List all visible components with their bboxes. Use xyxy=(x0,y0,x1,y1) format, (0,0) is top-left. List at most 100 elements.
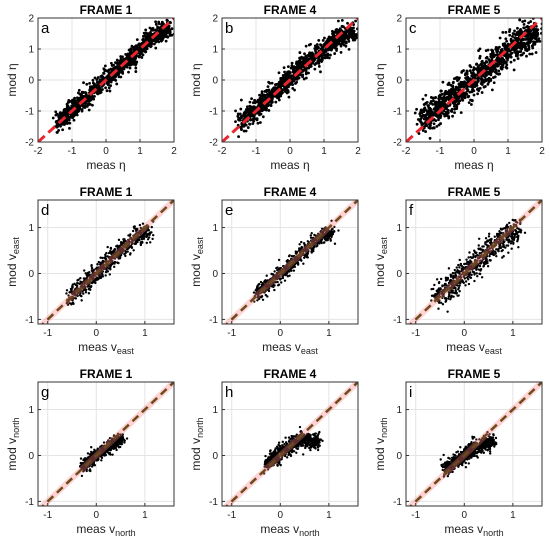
data-point xyxy=(77,88,81,92)
data-point xyxy=(251,122,255,125)
data-point xyxy=(285,73,289,77)
data-point xyxy=(486,82,490,86)
data-point xyxy=(99,256,102,259)
data-point xyxy=(518,46,522,50)
data-point xyxy=(326,38,330,42)
data-point xyxy=(89,281,92,284)
data-point xyxy=(521,20,525,24)
data-point xyxy=(73,104,77,107)
data-point xyxy=(327,56,331,60)
data-point xyxy=(281,274,284,278)
data-point xyxy=(513,50,517,54)
data-point xyxy=(294,82,297,85)
data-point xyxy=(487,70,490,74)
data-point xyxy=(298,51,302,54)
data-point xyxy=(469,98,472,102)
data-point xyxy=(130,47,133,51)
data-point xyxy=(464,284,467,287)
data-point xyxy=(286,90,290,94)
data-point xyxy=(239,98,243,102)
data-point xyxy=(491,49,495,53)
data-point xyxy=(487,79,491,82)
data-point xyxy=(480,91,484,94)
data-point xyxy=(315,43,319,46)
data-point xyxy=(284,76,288,80)
data-point xyxy=(76,279,79,282)
data-point xyxy=(457,96,461,100)
x-tick-label: -1 xyxy=(227,328,236,339)
data-point xyxy=(170,27,174,31)
data-point xyxy=(122,238,125,241)
data-point xyxy=(522,26,526,30)
data-point xyxy=(443,97,447,101)
data-point xyxy=(419,114,422,118)
data-point xyxy=(310,251,313,254)
data-point xyxy=(474,67,478,71)
y-axis-label: mod η xyxy=(189,63,203,96)
data-point xyxy=(121,241,125,244)
data-point xyxy=(152,42,156,46)
data-point xyxy=(101,76,104,79)
data-point xyxy=(96,90,100,94)
data-point xyxy=(306,252,309,256)
data-point xyxy=(353,38,357,42)
data-point xyxy=(95,78,99,82)
data-point xyxy=(277,86,281,89)
data-point xyxy=(99,261,102,265)
data-point xyxy=(306,240,310,243)
data-point xyxy=(103,64,107,68)
data-point xyxy=(107,86,111,90)
data-point xyxy=(320,45,324,49)
data-point xyxy=(333,242,337,245)
data-point xyxy=(79,276,82,280)
data-point xyxy=(169,21,172,25)
data-point xyxy=(266,280,269,284)
data-point xyxy=(420,111,424,115)
data-point xyxy=(424,130,427,133)
data-point xyxy=(149,31,152,34)
data-point xyxy=(61,128,65,132)
data-point xyxy=(455,87,458,91)
data-point xyxy=(277,258,281,262)
data-point xyxy=(287,268,290,271)
panel-letter: a xyxy=(41,20,50,37)
data-point xyxy=(426,104,430,107)
data-point xyxy=(478,47,482,51)
data-point xyxy=(65,289,69,292)
data-point xyxy=(168,32,172,35)
data-point xyxy=(475,73,478,77)
data-point xyxy=(292,269,296,272)
y-tick-label: 0 xyxy=(212,76,218,87)
data-point xyxy=(144,31,148,35)
data-point xyxy=(237,112,240,116)
data-point xyxy=(84,291,88,294)
data-point xyxy=(139,243,143,247)
data-point xyxy=(351,36,354,40)
x-axis-label: meas η xyxy=(86,158,125,172)
data-point xyxy=(523,44,527,48)
data-point xyxy=(475,82,479,86)
data-point xyxy=(303,249,306,252)
data-point xyxy=(154,46,158,50)
data-point xyxy=(144,28,148,32)
data-point xyxy=(522,22,526,26)
data-point xyxy=(261,107,265,110)
data-point xyxy=(441,296,444,300)
data-point xyxy=(307,71,310,75)
data-point xyxy=(343,31,347,35)
data-point xyxy=(301,65,305,68)
data-point xyxy=(80,299,83,302)
data-point xyxy=(293,257,296,260)
data-point xyxy=(152,233,155,237)
data-point xyxy=(245,105,249,109)
data-point xyxy=(110,253,113,256)
data-point xyxy=(355,34,358,38)
data-point xyxy=(351,29,355,33)
data-point xyxy=(88,81,91,85)
data-point xyxy=(91,279,95,283)
data-point xyxy=(459,83,463,86)
data-point xyxy=(74,99,78,103)
data-point xyxy=(526,41,529,44)
data-point xyxy=(342,25,345,29)
data-point xyxy=(461,95,465,99)
